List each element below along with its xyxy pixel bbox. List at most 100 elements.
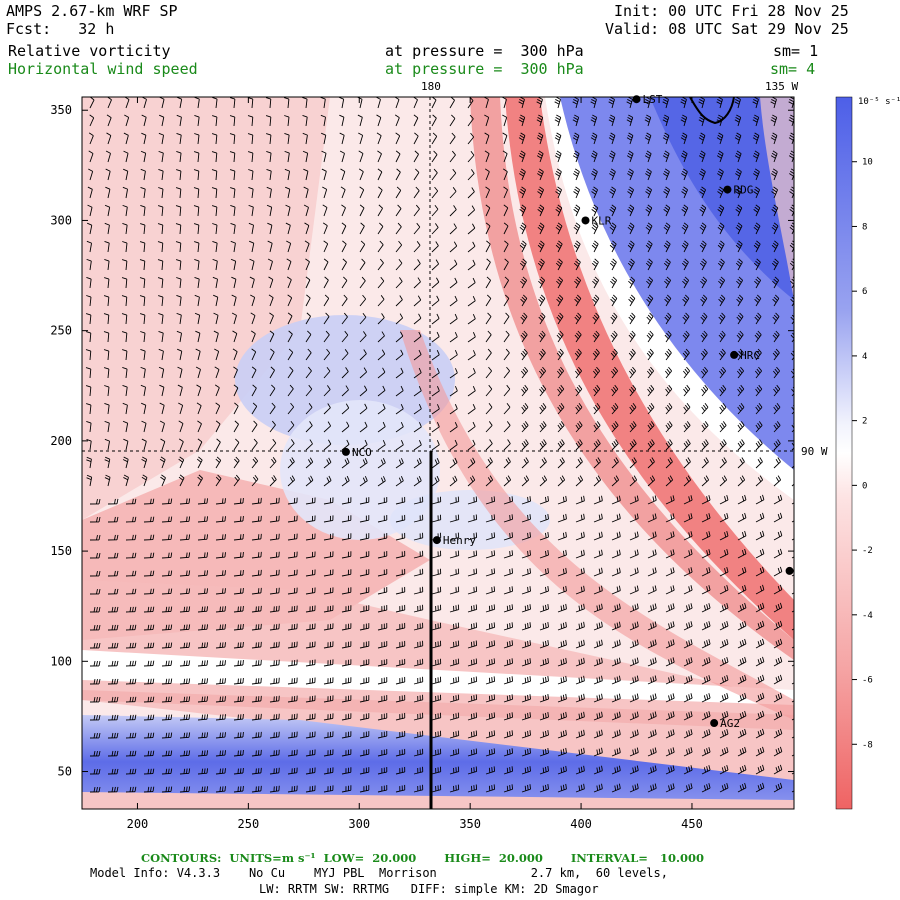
wind-barb: [304, 240, 310, 253]
barb-flag: [700, 280, 705, 285]
barb-shaft: [323, 298, 330, 307]
barb-flag: [628, 114, 633, 118]
wind-barb: [413, 132, 419, 145]
barb-shaft: [251, 98, 254, 109]
wind-barb: [699, 240, 707, 253]
barb-shaft: [665, 99, 669, 109]
barb-flag: [774, 240, 779, 245]
wind-barb: [554, 150, 562, 163]
barb-shaft: [449, 136, 456, 145]
barb-shaft: [755, 243, 761, 253]
barb-flag: [454, 277, 458, 283]
barb-shaft: [359, 135, 364, 145]
barb-flag: [283, 97, 290, 100]
wind-barb: [431, 132, 438, 145]
wind-barb: [485, 240, 491, 253]
barb-flag: [646, 150, 652, 154]
barb-shaft: [197, 99, 200, 109]
barb-flag: [176, 114, 182, 118]
barb-flag: [305, 258, 310, 263]
barb-flag: [558, 276, 563, 281]
barb-flag: [211, 151, 217, 154]
wind-barb: [431, 295, 440, 307]
barb-shaft: [197, 188, 200, 199]
barb-shaft: [377, 99, 381, 109]
barb-flag: [453, 241, 458, 247]
barb-flag: [662, 137, 668, 141]
barb-flag: [680, 119, 686, 123]
barb-flag: [204, 606, 206, 612]
wind-barb: [608, 132, 616, 145]
barb-flag: [608, 155, 614, 159]
barb-flag: [285, 204, 291, 208]
barb-flag: [521, 296, 526, 301]
barb-flag: [736, 150, 742, 154]
barb-flag: [555, 134, 561, 139]
barb-flag: [340, 186, 346, 190]
wind-barb: [413, 186, 420, 199]
wind-barb: [519, 258, 527, 271]
wind-barb: [413, 114, 419, 127]
wind-barb: [627, 222, 635, 235]
barb-flag: [627, 116, 633, 121]
barb-shaft: [377, 153, 382, 163]
barb-shaft: [773, 189, 779, 199]
barb-flag: [451, 114, 456, 119]
wind-barb: [323, 240, 329, 253]
barb-shaft: [683, 225, 689, 235]
barb-shaft: [665, 280, 672, 289]
barb-flag: [591, 134, 597, 139]
wind-barb: [176, 277, 182, 289]
barb-flag: [229, 133, 235, 136]
barb-flag: [796, 622, 798, 627]
barb-flag: [575, 222, 581, 227]
barb-flag: [414, 150, 419, 155]
barb-flag: [699, 226, 705, 231]
barb-flag: [104, 277, 110, 280]
barb-shaft: [593, 171, 598, 181]
barb-flag: [646, 168, 652, 173]
wind-barb: [681, 168, 688, 181]
barb-flag: [106, 114, 112, 118]
barb-flag: [556, 168, 562, 173]
barb-flag: [791, 260, 794, 264]
wind-barb: [609, 240, 617, 253]
wind-barb: [322, 204, 328, 217]
barb-shaft: [305, 225, 310, 235]
barb-shaft: [269, 261, 273, 271]
wind-barb: [537, 168, 544, 181]
barb-flag: [664, 206, 670, 211]
barb-flag: [266, 204, 272, 208]
barb-flag: [286, 240, 291, 244]
barb-flag: [303, 168, 309, 172]
barb-flag: [518, 137, 524, 141]
barb-flag: [486, 276, 491, 281]
barb-flag: [795, 421, 798, 425]
barb-flag: [522, 294, 528, 299]
barb-shaft: [449, 300, 458, 307]
barb-shaft: [647, 117, 652, 127]
barb-flag: [509, 622, 511, 629]
wind-barb: [753, 186, 761, 199]
barb-shaft: [665, 243, 671, 253]
barb-flag: [700, 150, 706, 154]
barb-flag: [663, 116, 669, 121]
wind-barb: [248, 204, 254, 217]
wind-barb: [734, 114, 742, 127]
barb-flag: [753, 209, 758, 213]
wind-barb: [771, 258, 779, 271]
barb-flag: [139, 277, 145, 280]
wind-barb: [104, 222, 110, 235]
barb-flag: [194, 276, 200, 280]
barb-flag: [451, 150, 456, 156]
barb-shaft: [485, 280, 492, 289]
wind-barb: [139, 295, 146, 307]
wind-barb: [229, 97, 236, 109]
wind-barb: [735, 186, 743, 199]
barb-shaft: [215, 99, 218, 109]
barb-flag: [628, 188, 633, 193]
barb-flag: [681, 173, 686, 177]
barb-flag: [398, 240, 403, 246]
wind-barb: [413, 222, 421, 235]
barb-flag: [524, 623, 527, 629]
